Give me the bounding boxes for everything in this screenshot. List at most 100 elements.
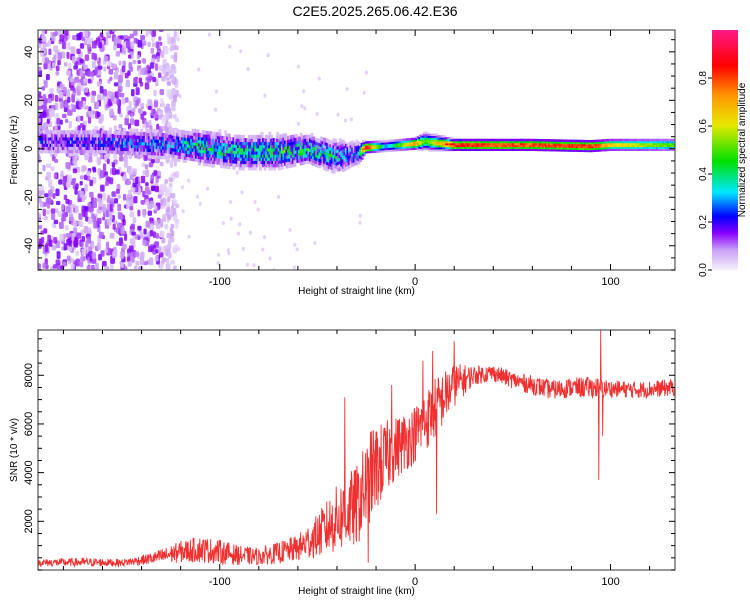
heatmap-cell	[66, 149, 70, 154]
heatmap-cell	[133, 134, 137, 139]
colorbar-swatch	[712, 166, 738, 169]
heatmap-cell	[252, 144, 256, 149]
bottom-x-tick-label: -100	[209, 576, 231, 588]
heatmap-cell	[260, 131, 264, 136]
heatmap-cell	[110, 110, 115, 115]
heatmap-cell	[358, 220, 362, 225]
heatmap-cell	[641, 140, 645, 144]
heatmap-cell	[335, 145, 339, 150]
heatmap-cell	[288, 228, 292, 233]
heatmap-cell	[340, 165, 344, 170]
heatmap-cell	[59, 119, 63, 125]
heatmap-cell	[149, 144, 153, 149]
heatmap-cell	[168, 143, 172, 148]
heatmap-cell	[263, 144, 267, 149]
heatmap-cell	[130, 140, 134, 145]
heatmap-cell	[190, 144, 194, 149]
heatmap-cell	[435, 141, 438, 144]
heatmap-cell	[559, 141, 562, 144]
heatmap-cell	[212, 137, 216, 142]
heatmap-cell	[113, 45, 117, 51]
heatmap-cell	[574, 149, 577, 152]
heatmap-cell	[435, 139, 438, 142]
heatmap-cell	[207, 159, 211, 164]
heatmap-cell	[174, 128, 178, 133]
heatmap-cell	[366, 145, 370, 148]
heatmap-cell	[71, 204, 76, 209]
heatmap-cell	[563, 145, 566, 148]
heatmap-cell	[299, 151, 303, 156]
heatmap-cell	[299, 136, 303, 141]
heatmap-cell	[143, 135, 147, 140]
heatmap-cell	[229, 159, 233, 164]
heatmap-cell	[401, 140, 404, 144]
heatmap-cell	[49, 139, 53, 144]
heatmap-cell	[321, 152, 325, 157]
heatmap-cell	[307, 144, 311, 149]
heatmap-cell	[501, 144, 504, 148]
heatmap-cell	[451, 140, 454, 144]
heatmap-cell	[346, 165, 350, 170]
heatmap-cell	[296, 149, 300, 154]
heatmap-cell	[332, 150, 336, 155]
heatmap-cell	[529, 146, 532, 150]
heatmap-cell	[549, 143, 552, 146]
heatmap-cell	[243, 144, 247, 149]
heatmap-cell	[535, 138, 538, 142]
heatmap-cell	[212, 163, 216, 168]
heatmap-cell	[290, 147, 294, 152]
heatmap-cell	[277, 166, 281, 171]
heatmap-cell	[208, 131, 212, 136]
heatmap-cell	[518, 138, 521, 142]
heatmap-cell	[629, 138, 632, 142]
heatmap-cell	[671, 142, 674, 146]
heatmap-cell	[65, 181, 71, 188]
heatmap-cell	[166, 146, 170, 151]
heatmap-cell	[410, 141, 413, 145]
heatmap-cell	[149, 62, 155, 69]
heatmap-cell	[357, 147, 361, 152]
heatmap-cell	[251, 138, 255, 143]
heatmap-cell	[285, 136, 289, 141]
heatmap-cell	[521, 138, 524, 142]
heatmap-cell	[166, 143, 170, 148]
heatmap-cell	[448, 144, 451, 148]
heatmap-cell	[634, 148, 637, 151]
heatmap-cell	[482, 146, 485, 150]
heatmap-cell	[204, 159, 208, 164]
heatmap-cell	[671, 140, 674, 144]
heatmap-cell	[168, 140, 172, 145]
heatmap-cell	[482, 142, 485, 146]
heatmap-cell	[599, 145, 602, 148]
heatmap-cell	[638, 148, 642, 151]
heatmap-cell	[457, 148, 460, 151]
heatmap-cell	[337, 154, 341, 159]
heatmap-cell	[351, 159, 355, 164]
heatmap-cell	[83, 205, 89, 212]
heatmap-cell	[602, 146, 606, 150]
heatmap-cell	[607, 148, 610, 152]
heatmap-cell	[470, 144, 473, 148]
heatmap-cell	[59, 101, 64, 109]
heatmap-cell	[362, 149, 365, 153]
heatmap-cell	[212, 134, 216, 139]
heatmap-cell	[254, 150, 258, 155]
heatmap-cell	[212, 153, 216, 158]
heatmap-cell	[393, 147, 396, 150]
heatmap-cell	[77, 133, 81, 138]
heatmap-cell	[266, 144, 270, 149]
heatmap-cell	[158, 36, 162, 41]
heatmap-cell	[202, 149, 206, 154]
heatmap-cell	[332, 157, 336, 162]
heatmap-cell	[161, 125, 165, 130]
heatmap-cell	[646, 144, 649, 148]
heatmap-cell	[577, 143, 581, 147]
heatmap-cell	[107, 61, 113, 67]
heatmap-cell	[122, 134, 126, 139]
heatmap-cell	[312, 155, 316, 160]
heatmap-cell	[501, 138, 504, 142]
heatmap-cell	[277, 163, 281, 168]
heatmap-cell	[326, 151, 330, 156]
heatmap-cell	[398, 146, 401, 150]
